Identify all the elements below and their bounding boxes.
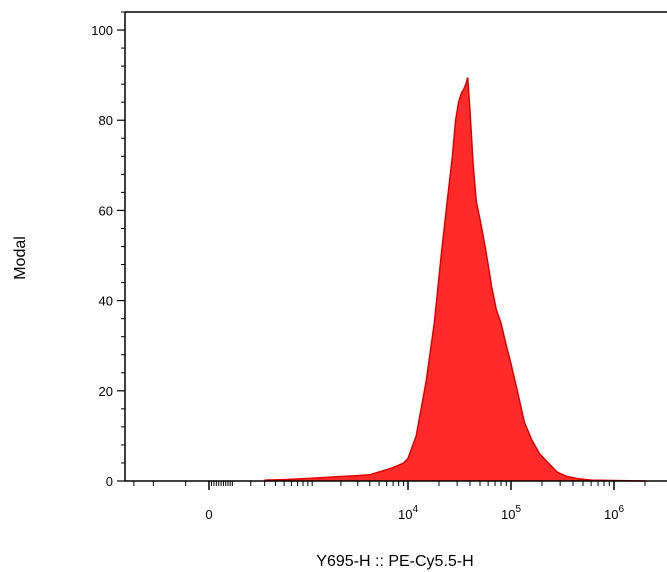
y-tick-label: 40 [99, 294, 113, 309]
histogram-outline [264, 77, 646, 482]
x-tick-label: 104 [398, 504, 418, 522]
x-axis-label: Y695-H :: PE-Cy5.5-H [316, 553, 473, 570]
plot-area [264, 77, 646, 482]
y-tick-label: 80 [99, 113, 113, 128]
x-tick-label: 105 [501, 504, 521, 522]
y-axis-label: Modal [12, 236, 29, 280]
histogram-area [264, 77, 645, 482]
x-tick-label: 106 [604, 504, 624, 522]
y-tick-label: 100 [91, 23, 113, 38]
y-tick-label: 20 [99, 384, 113, 399]
y-tick-label: 60 [99, 203, 113, 218]
y-tick-label: 0 [106, 474, 113, 489]
axes: 0 20 40 60 80 100 0 104 105 106 [91, 11, 667, 522]
x-tick-label: 0 [205, 507, 212, 522]
